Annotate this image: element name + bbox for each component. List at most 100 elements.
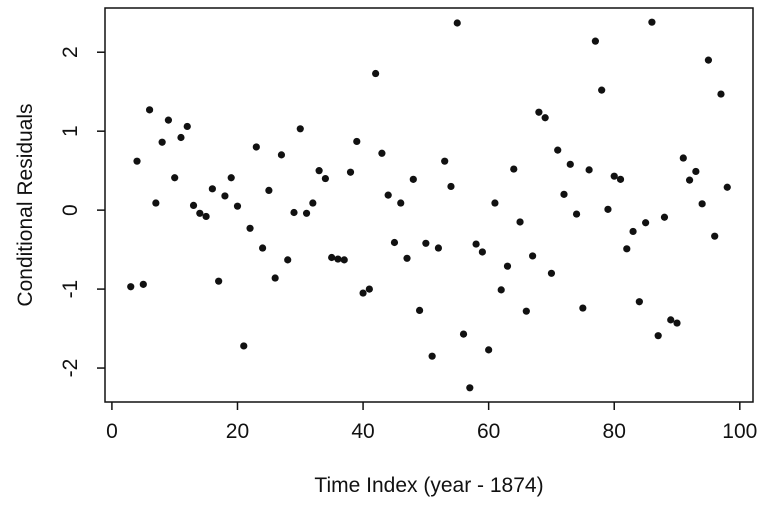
point [164,116,173,124]
point [328,253,336,262]
y-tick-label: 2 [59,46,82,58]
y-tick-label: -2 [59,359,82,378]
point [397,199,405,207]
point [623,245,631,253]
point [158,138,166,146]
point [522,307,530,315]
point [208,185,216,193]
point [378,149,386,157]
point [177,133,185,142]
point [334,255,342,263]
point [491,199,499,207]
point [704,56,713,64]
point [296,125,304,133]
point [541,114,549,122]
point [485,346,493,354]
point [441,157,449,165]
point [648,18,656,26]
point [202,212,210,221]
point [566,160,574,168]
point [227,174,235,182]
point [365,285,373,293]
point [409,175,417,183]
y-tick-label: 1 [59,125,82,137]
point [616,175,625,183]
point [579,304,587,312]
x-tick-label: 0 [106,420,118,443]
point [698,200,706,208]
point [315,167,323,175]
point [447,182,455,191]
point [309,199,317,207]
point [372,69,380,78]
point [259,244,267,252]
point [359,289,367,297]
point [265,186,273,194]
point [246,224,254,232]
plot-frame [104,7,754,403]
point [516,218,524,226]
point [459,330,468,338]
point [340,256,348,264]
point [692,167,700,176]
x-tick-label: 80 [603,420,626,443]
point [428,352,436,360]
point [660,213,669,221]
point [284,256,292,264]
point [183,122,191,131]
point [654,332,662,340]
point [717,90,725,98]
x-tick-label: 100 [722,420,757,443]
y-tick-label: -1 [59,280,82,299]
point [171,174,179,182]
point [604,205,612,213]
y-tick-label: 0 [59,204,82,216]
x-axis-label: Time Index (year - 1874) [314,474,543,497]
point [302,209,311,217]
point [547,269,556,277]
point [271,274,279,282]
point [196,209,204,217]
point [478,248,486,256]
point [466,384,474,392]
point [572,210,581,218]
point [233,202,242,210]
point [591,37,599,45]
point [384,191,392,199]
point [127,283,135,291]
point [133,157,141,165]
point [240,342,248,350]
x-tick-label: 60 [477,420,500,443]
x-tick-label: 40 [351,420,374,443]
point [685,176,694,184]
point [390,238,399,247]
point [403,254,411,262]
point [642,219,650,227]
point [610,172,618,180]
point [353,137,361,146]
point [346,168,355,176]
point [673,319,681,327]
point [679,154,687,162]
point [422,239,430,247]
point [560,190,568,198]
point [453,19,461,27]
point [152,199,160,207]
point [139,280,147,288]
point [723,183,731,191]
point [554,146,562,154]
point [535,108,543,116]
point [215,277,223,285]
point [321,174,329,183]
point [585,166,593,174]
point [598,86,606,94]
point [503,262,512,270]
point [415,306,424,315]
y-axis-label: Conditional Residuals [14,103,37,306]
point [189,201,198,209]
point [711,232,719,240]
point [221,192,229,200]
point [145,106,154,114]
point [529,252,537,260]
